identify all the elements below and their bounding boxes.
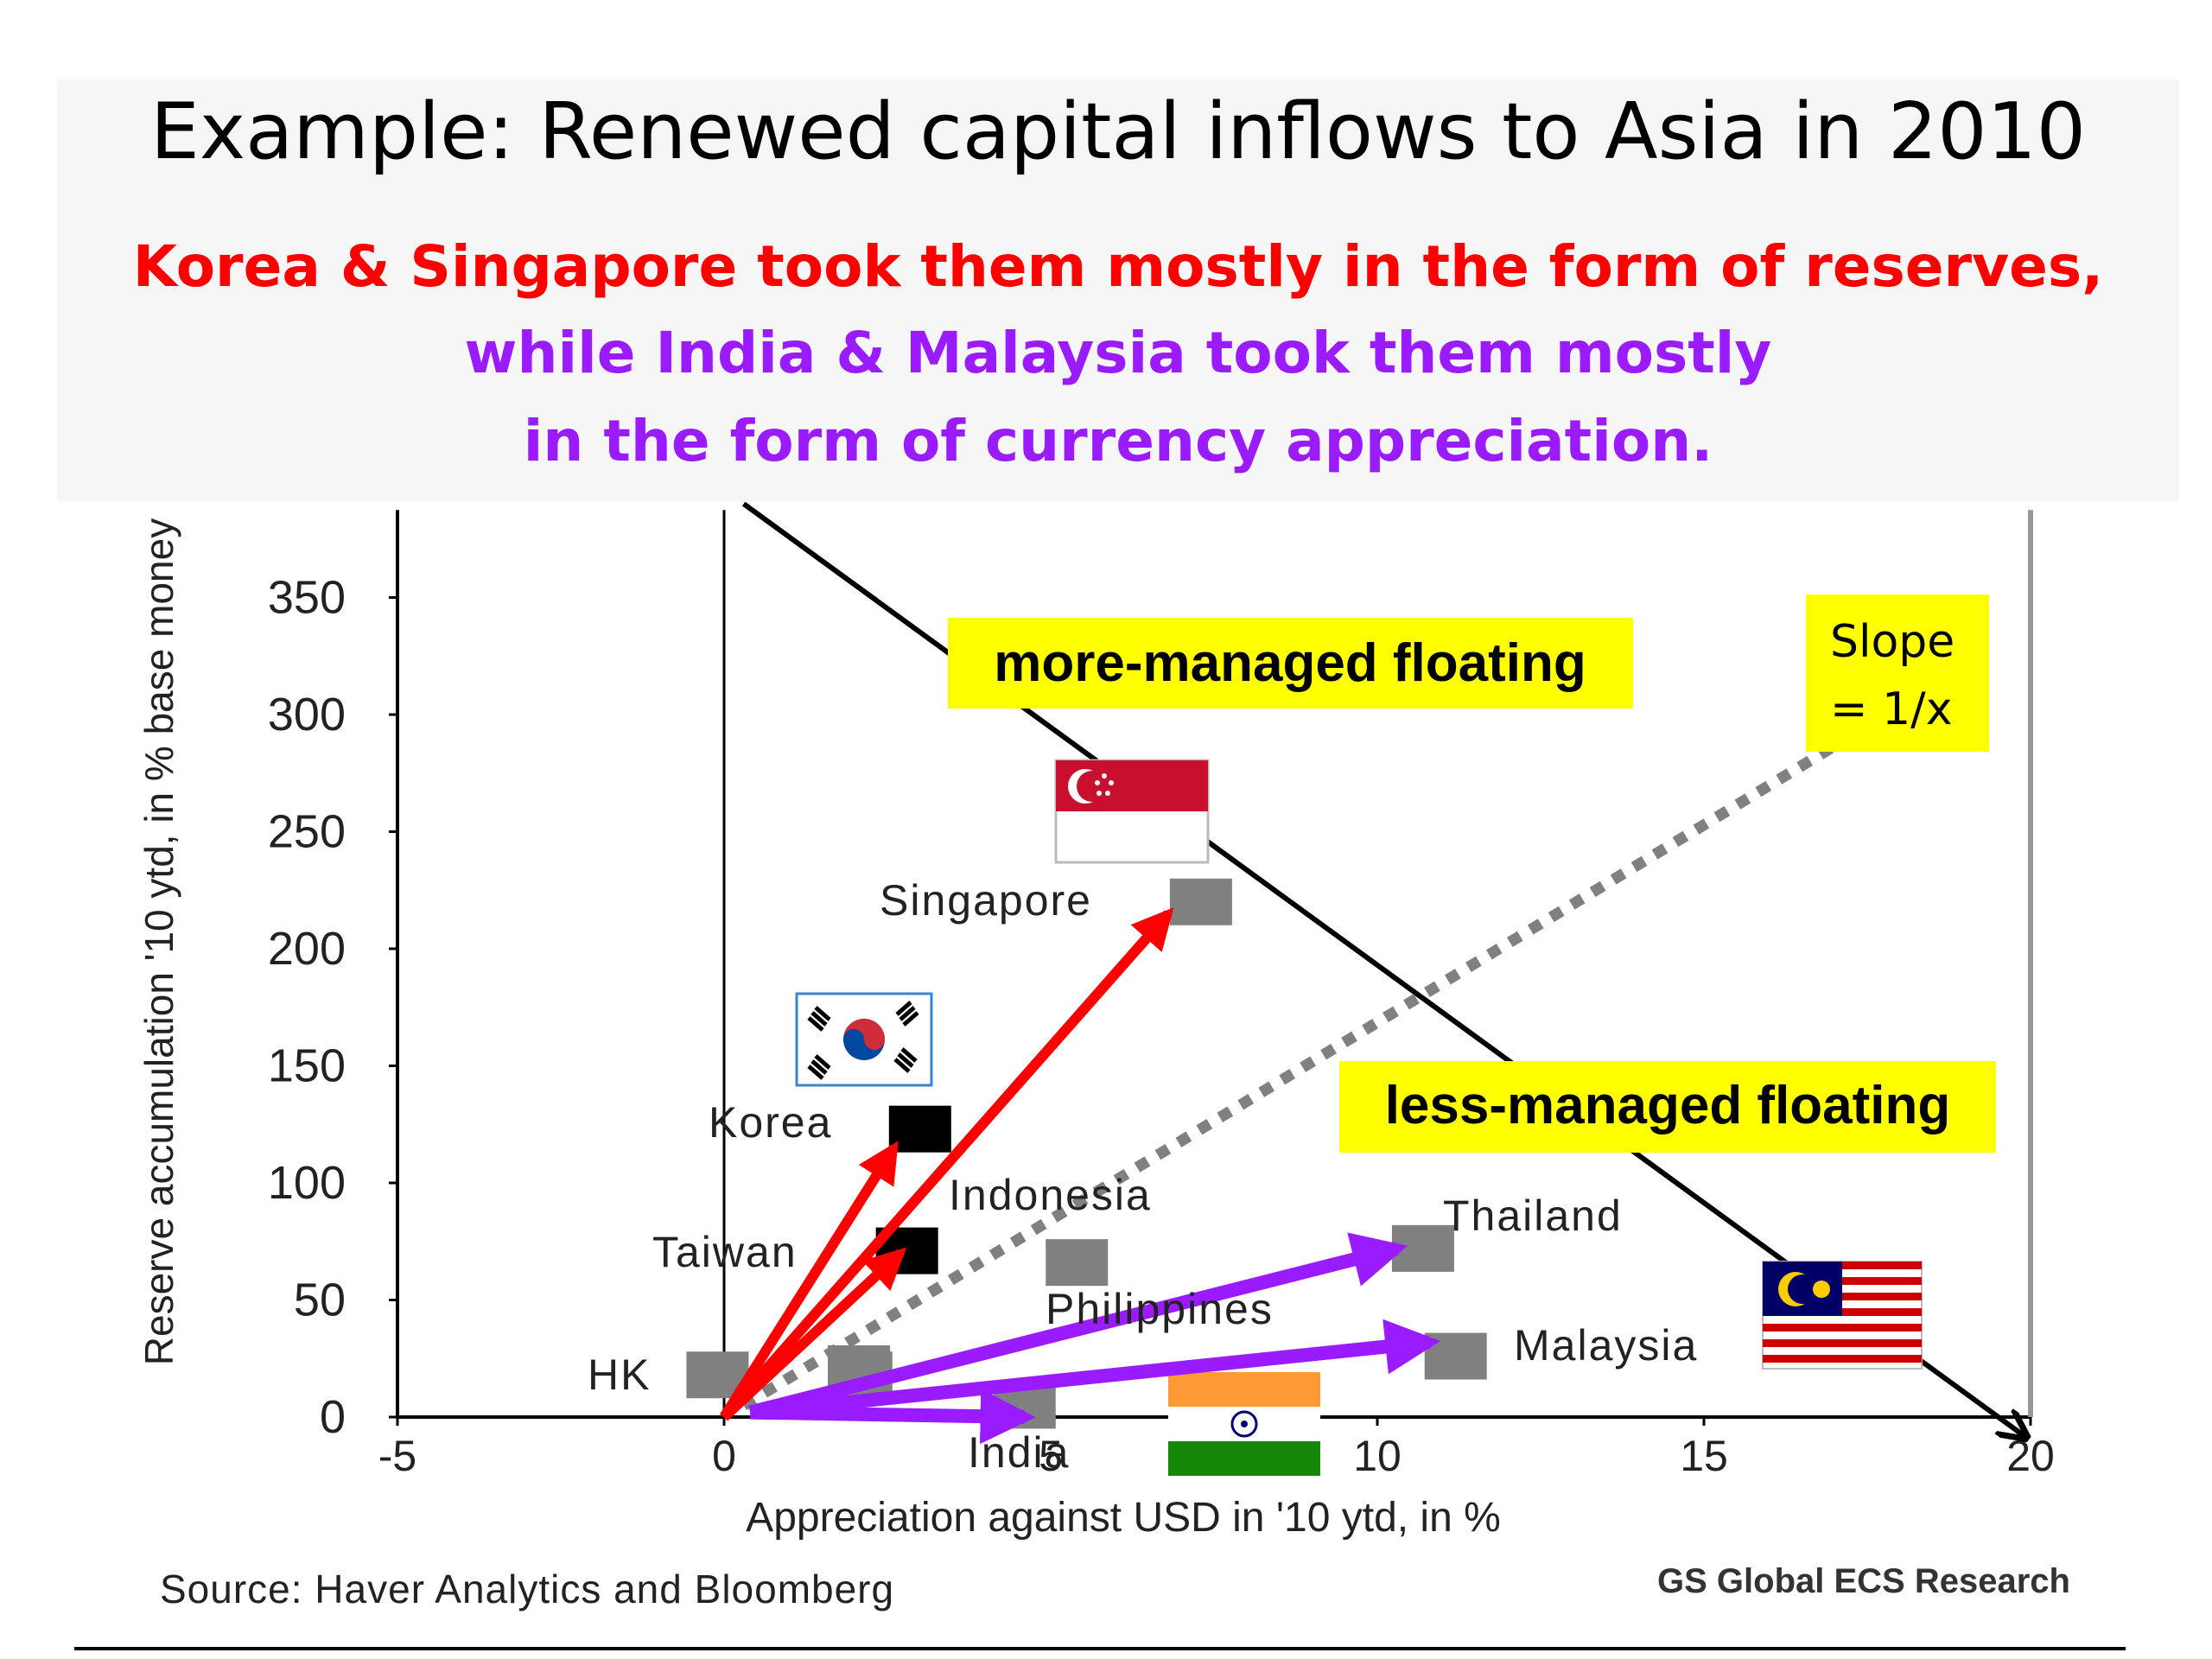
callout-text: less-managed floating	[1385, 1076, 1951, 1135]
callout-line: less-managed floating	[1385, 1076, 1951, 1135]
y-axis-title: Reserve accumulation '10 ytd, in % base …	[137, 518, 181, 1365]
point-label: Thailand	[1443, 1192, 1623, 1240]
arrow-malaysia	[749, 1319, 1441, 1420]
x-axis-title: Appreciation against USD in '10 ytd, in …	[746, 1495, 1501, 1541]
callout-box	[948, 618, 1633, 709]
y-tick-label: 100	[268, 1157, 346, 1209]
x-tick-label: -5	[378, 1432, 416, 1480]
data-point	[1424, 1332, 1487, 1380]
y-tick-label: 150	[268, 1040, 346, 1092]
y-tick-label: 200	[268, 923, 346, 975]
source-note: Source: Haver Analytics and Bloomberg	[160, 1567, 895, 1611]
data-point	[888, 1105, 951, 1153]
callout-line: = 1/x	[1830, 683, 1952, 735]
x-tick-label: 5	[1039, 1432, 1063, 1480]
point-labels: HK Korea Taiwan Indonesia Singapore Philippin…	[588, 876, 1698, 1477]
data-point	[1046, 1239, 1109, 1287]
arrow-taiwan	[720, 1247, 907, 1421]
callout-line: Slope	[1830, 616, 1955, 668]
point-label: Philippines	[1046, 1285, 1274, 1333]
y-tick-label: 350	[268, 572, 346, 624]
callout-line: more-managed floating	[994, 633, 1586, 693]
subtitle-reserves: Korea & Singapore took them mostly in th…	[132, 233, 2104, 300]
subtitle-appreciation-1: while India & Malaysia took them mostly	[464, 320, 1772, 386]
callout-box	[1339, 1061, 1996, 1153]
point-label: Singapore	[880, 876, 1092, 925]
arrows	[719, 907, 1441, 1445]
arrow-india	[750, 1389, 1036, 1445]
arrow-thailand	[748, 1232, 1408, 1420]
callout-text: more-managed floating	[994, 633, 1586, 693]
point-label: Malaysia	[1514, 1321, 1698, 1370]
y-tick-label: 250	[268, 806, 346, 858]
arrow-korea	[719, 1141, 899, 1421]
singapore-flag-icon	[1054, 759, 1210, 864]
callout-text: Slope = 1/x	[1830, 616, 1955, 735]
malaysia-flag-icon	[1762, 1261, 1923, 1370]
x-tick-label: 0	[712, 1432, 736, 1480]
korea-flag-icon	[795, 992, 933, 1087]
axes: -5 0 5 10 15 20050100150200250300350Appreciat…	[137, 510, 2055, 1541]
india-flag-icon	[1168, 1372, 1320, 1476]
data-point	[1169, 878, 1232, 925]
subtitle-appreciation-2: in the form of currency appreciation.	[523, 408, 1713, 474]
reference-line-slope	[741, 733, 1851, 1411]
y-tick-label: 300	[268, 689, 346, 741]
y-tick-label: 0	[320, 1391, 346, 1443]
x-tick-label: 15	[1680, 1432, 1728, 1480]
point-label: India	[968, 1428, 1070, 1477]
slide-title: Example: Renewed capital inflows to Asia…	[150, 86, 2086, 177]
point-label: Taiwan	[652, 1228, 798, 1276]
point-label: Indonesia	[949, 1171, 1152, 1219]
point-label: Korea	[709, 1098, 832, 1147]
x-tick-label: 20	[2006, 1432, 2055, 1480]
callout-box	[1806, 594, 1989, 752]
brand-credit: GS Global ECS Research	[1657, 1562, 2070, 1600]
title-banner: Example: Renewed capital inflows to Asia…	[57, 79, 2179, 501]
y-tick-label: 50	[294, 1274, 346, 1326]
point-label: HK	[588, 1351, 651, 1399]
x-tick-label: 10	[1353, 1432, 1402, 1480]
bottom-divider	[74, 1647, 2126, 1650]
callouts: more-managed floating less-managed floati…	[948, 594, 1996, 1153]
arrow-singapore	[720, 907, 1174, 1421]
country-flags	[795, 759, 1923, 1476]
